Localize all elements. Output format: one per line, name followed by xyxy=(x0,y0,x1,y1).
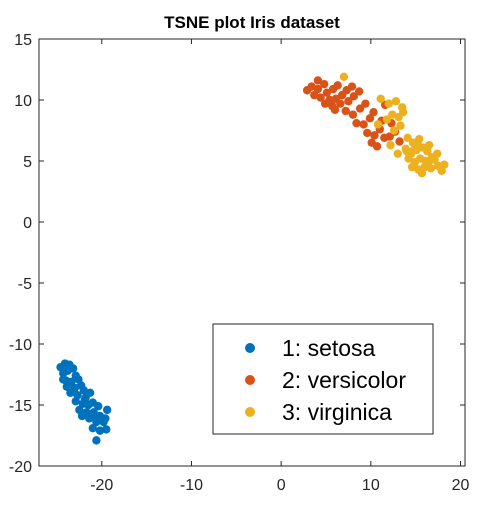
data-point xyxy=(59,375,68,384)
data-point xyxy=(313,76,323,85)
data-point xyxy=(409,145,419,155)
chart-title: TSNE plot Iris dataset xyxy=(164,13,340,32)
data-point xyxy=(395,137,404,146)
data-point xyxy=(80,395,89,405)
data-point xyxy=(85,388,95,397)
y-tick-label: -10 xyxy=(9,337,32,354)
data-point xyxy=(344,97,353,106)
data-point xyxy=(88,423,98,433)
x-tick-label: -20 xyxy=(90,477,113,494)
data-point xyxy=(361,99,370,108)
data-point xyxy=(102,425,111,434)
legend-label: 2: versicolor xyxy=(282,367,406,393)
data-point xyxy=(66,388,75,397)
data-point xyxy=(389,126,399,135)
data-point xyxy=(373,120,383,129)
y-tick-label: 0 xyxy=(23,215,32,232)
x-tick-label: -10 xyxy=(180,477,203,494)
data-point xyxy=(424,140,434,150)
data-point xyxy=(101,414,110,423)
data-point xyxy=(437,166,446,175)
data-point xyxy=(372,142,382,151)
data-point xyxy=(349,92,358,101)
data-point xyxy=(370,131,379,140)
data-point xyxy=(363,128,372,138)
data-point xyxy=(359,120,368,129)
data-point xyxy=(424,158,433,167)
data-point xyxy=(319,79,329,89)
data-point xyxy=(341,106,350,116)
data-point xyxy=(71,397,80,406)
legend-marker xyxy=(245,343,255,353)
data-point xyxy=(404,154,413,163)
data-point xyxy=(376,94,385,103)
x-tick-label: 10 xyxy=(362,477,380,494)
data-point xyxy=(398,108,408,117)
legend-label: 1: setosa xyxy=(282,335,376,361)
data-point xyxy=(386,140,395,150)
data-point xyxy=(62,382,72,391)
data-point xyxy=(417,169,427,178)
series-3 xyxy=(339,72,449,178)
data-point xyxy=(313,84,323,94)
data-point xyxy=(384,99,393,108)
series-1 xyxy=(56,359,112,445)
data-point xyxy=(92,436,101,445)
data-point xyxy=(391,97,401,106)
data-point xyxy=(77,411,87,421)
data-point xyxy=(365,114,375,123)
data-points xyxy=(56,72,449,445)
legend: 1: setosa 2: versicolor 3: virginica xyxy=(212,323,434,435)
data-point xyxy=(336,99,345,108)
data-point xyxy=(369,108,378,117)
data-point xyxy=(93,402,103,411)
series-2 xyxy=(302,76,404,151)
legend-marker xyxy=(245,407,255,417)
data-point xyxy=(68,364,78,373)
data-point xyxy=(322,88,332,97)
data-point xyxy=(385,132,394,141)
data-point xyxy=(90,413,99,422)
data-point xyxy=(339,72,349,82)
data-point xyxy=(102,405,112,415)
data-point xyxy=(354,87,364,96)
y-tick-label: 10 xyxy=(14,93,32,110)
data-point xyxy=(402,147,411,156)
data-point xyxy=(330,105,340,114)
y-tick-label: -20 xyxy=(9,459,32,476)
data-point xyxy=(352,118,361,128)
data-point xyxy=(95,426,105,435)
y-tick-label: 15 xyxy=(14,32,32,49)
legend-marker xyxy=(245,375,255,385)
y-tick-label: -15 xyxy=(9,398,32,415)
y-tick-label: 5 xyxy=(23,154,32,171)
legend-label: 3: virginica xyxy=(282,399,392,425)
data-point xyxy=(393,149,402,158)
data-point xyxy=(396,121,405,130)
x-tick-label: 20 xyxy=(452,477,470,494)
x-tick-label: 0 xyxy=(277,477,286,494)
data-point xyxy=(413,139,422,149)
data-point xyxy=(347,82,357,91)
y-tick-label: -5 xyxy=(18,276,32,293)
data-point xyxy=(320,99,330,108)
data-point xyxy=(333,81,342,90)
data-point xyxy=(348,110,358,119)
data-point xyxy=(316,93,325,102)
data-point xyxy=(382,115,392,124)
data-point xyxy=(355,104,365,113)
data-point xyxy=(403,133,412,143)
